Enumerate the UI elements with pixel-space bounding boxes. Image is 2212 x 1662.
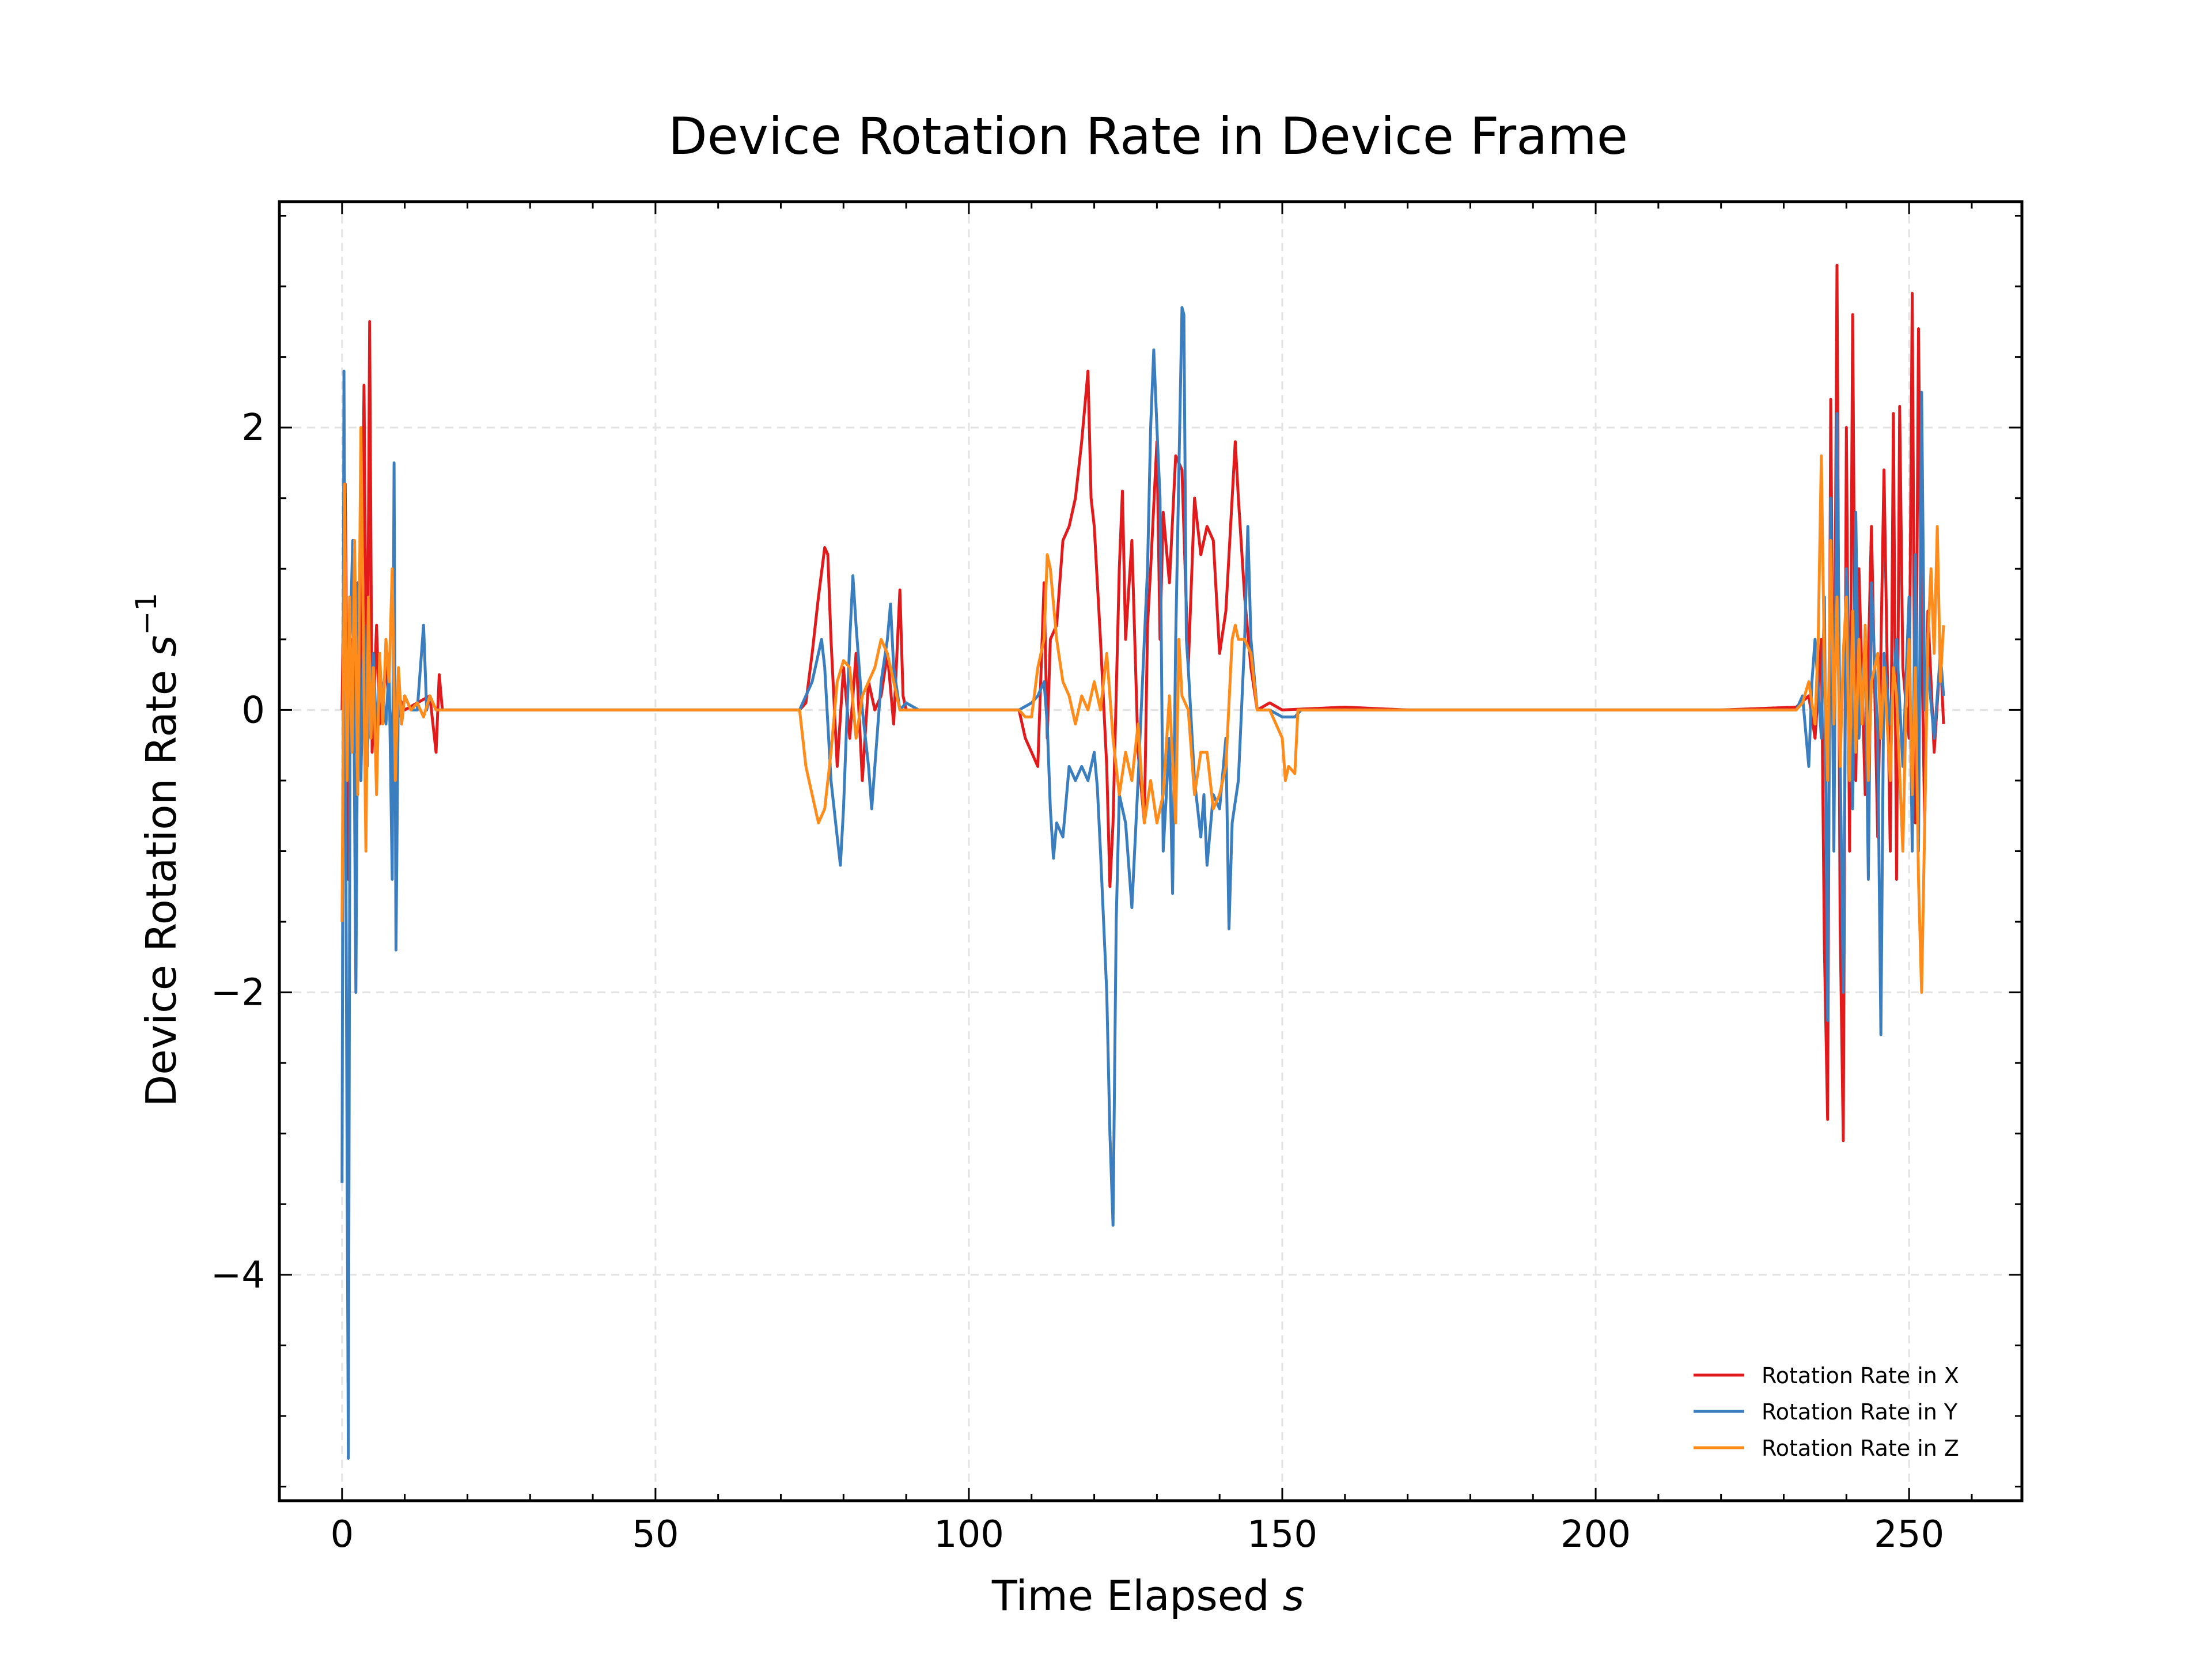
x-axis-label-text: Time Elapsed xyxy=(991,1572,1283,1620)
x-tick-label: 150 xyxy=(1247,1513,1317,1556)
x-axis-label-unit: s xyxy=(1283,1572,1305,1620)
series-lines xyxy=(340,263,1945,1460)
x-tick-label: 200 xyxy=(1560,1513,1631,1556)
x-tick-label: 50 xyxy=(632,1513,679,1556)
series-line xyxy=(340,306,1945,1460)
legend-label: Rotation Rate in Y xyxy=(1762,1399,1958,1425)
x-axis-ticks: 0 50 100 150 200 250 xyxy=(278,202,1973,1556)
x-tick-label: 100 xyxy=(934,1513,1004,1556)
x-axis-label: Time Elapsed s xyxy=(991,1572,1304,1620)
y-tick-label: 2 xyxy=(241,407,265,449)
legend: Rotation Rate in X Rotation Rate in Y Rota… xyxy=(1694,1363,1959,1461)
x-tick-label: 0 xyxy=(330,1513,354,1556)
y-axis-ticks: −4 −2 0 2 xyxy=(211,215,2022,1487)
y-tick-label: −4 xyxy=(211,1254,265,1297)
y-tick-label: 0 xyxy=(241,689,265,732)
y-axis-label-unit: s xyxy=(137,635,185,657)
y-axis-label-exponent: −1 xyxy=(130,593,163,635)
legend-label: Rotation Rate in X xyxy=(1762,1363,1959,1388)
series-line xyxy=(340,426,1945,994)
chart-title: Device Rotation Rate in Device Frame xyxy=(668,107,1628,166)
y-axis-label: Device Rotation Rate s−1 xyxy=(130,593,185,1107)
y-tick-label: −2 xyxy=(211,972,265,1014)
x-tick-label: 250 xyxy=(1874,1513,1944,1556)
legend-label: Rotation Rate in Z xyxy=(1762,1436,1959,1461)
y-axis-label-text: Device Rotation Rate xyxy=(137,657,185,1107)
